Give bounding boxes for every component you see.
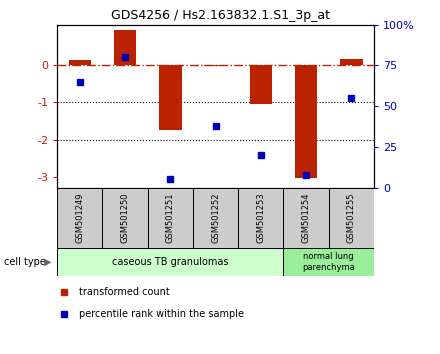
Bar	[193, 188, 238, 248]
Text: transformed count: transformed count	[79, 287, 170, 297]
Bar	[148, 188, 193, 248]
Bar	[57, 188, 103, 248]
Text: GSM501253: GSM501253	[257, 192, 265, 243]
Bar	[238, 188, 283, 248]
Text: GSM501251: GSM501251	[166, 193, 175, 243]
Bar	[57, 248, 283, 276]
Text: ▶: ▶	[44, 257, 51, 267]
Text: GSM501249: GSM501249	[75, 193, 84, 243]
Bar	[69, 60, 91, 65]
Text: GSM501255: GSM501255	[347, 193, 356, 243]
Bar	[159, 65, 182, 130]
Bar	[114, 30, 136, 65]
Bar	[249, 65, 272, 104]
Text: GSM501254: GSM501254	[301, 193, 311, 243]
Text: GSM501252: GSM501252	[211, 193, 220, 243]
Bar	[204, 65, 227, 66]
Text: cell type: cell type	[4, 257, 46, 267]
Bar	[295, 65, 317, 178]
Text: GDS4256 / Hs2.163832.1.S1_3p_at: GDS4256 / Hs2.163832.1.S1_3p_at	[110, 9, 330, 22]
Text: GSM501250: GSM501250	[121, 193, 130, 243]
Text: normal lung
parenchyma: normal lung parenchyma	[302, 252, 355, 272]
Bar	[340, 59, 363, 65]
Bar	[283, 188, 329, 248]
Text: percentile rank within the sample: percentile rank within the sample	[79, 309, 244, 319]
Text: caseous TB granulomas: caseous TB granulomas	[112, 257, 229, 267]
Bar	[283, 248, 374, 276]
Bar	[329, 188, 374, 248]
Bar	[103, 188, 148, 248]
